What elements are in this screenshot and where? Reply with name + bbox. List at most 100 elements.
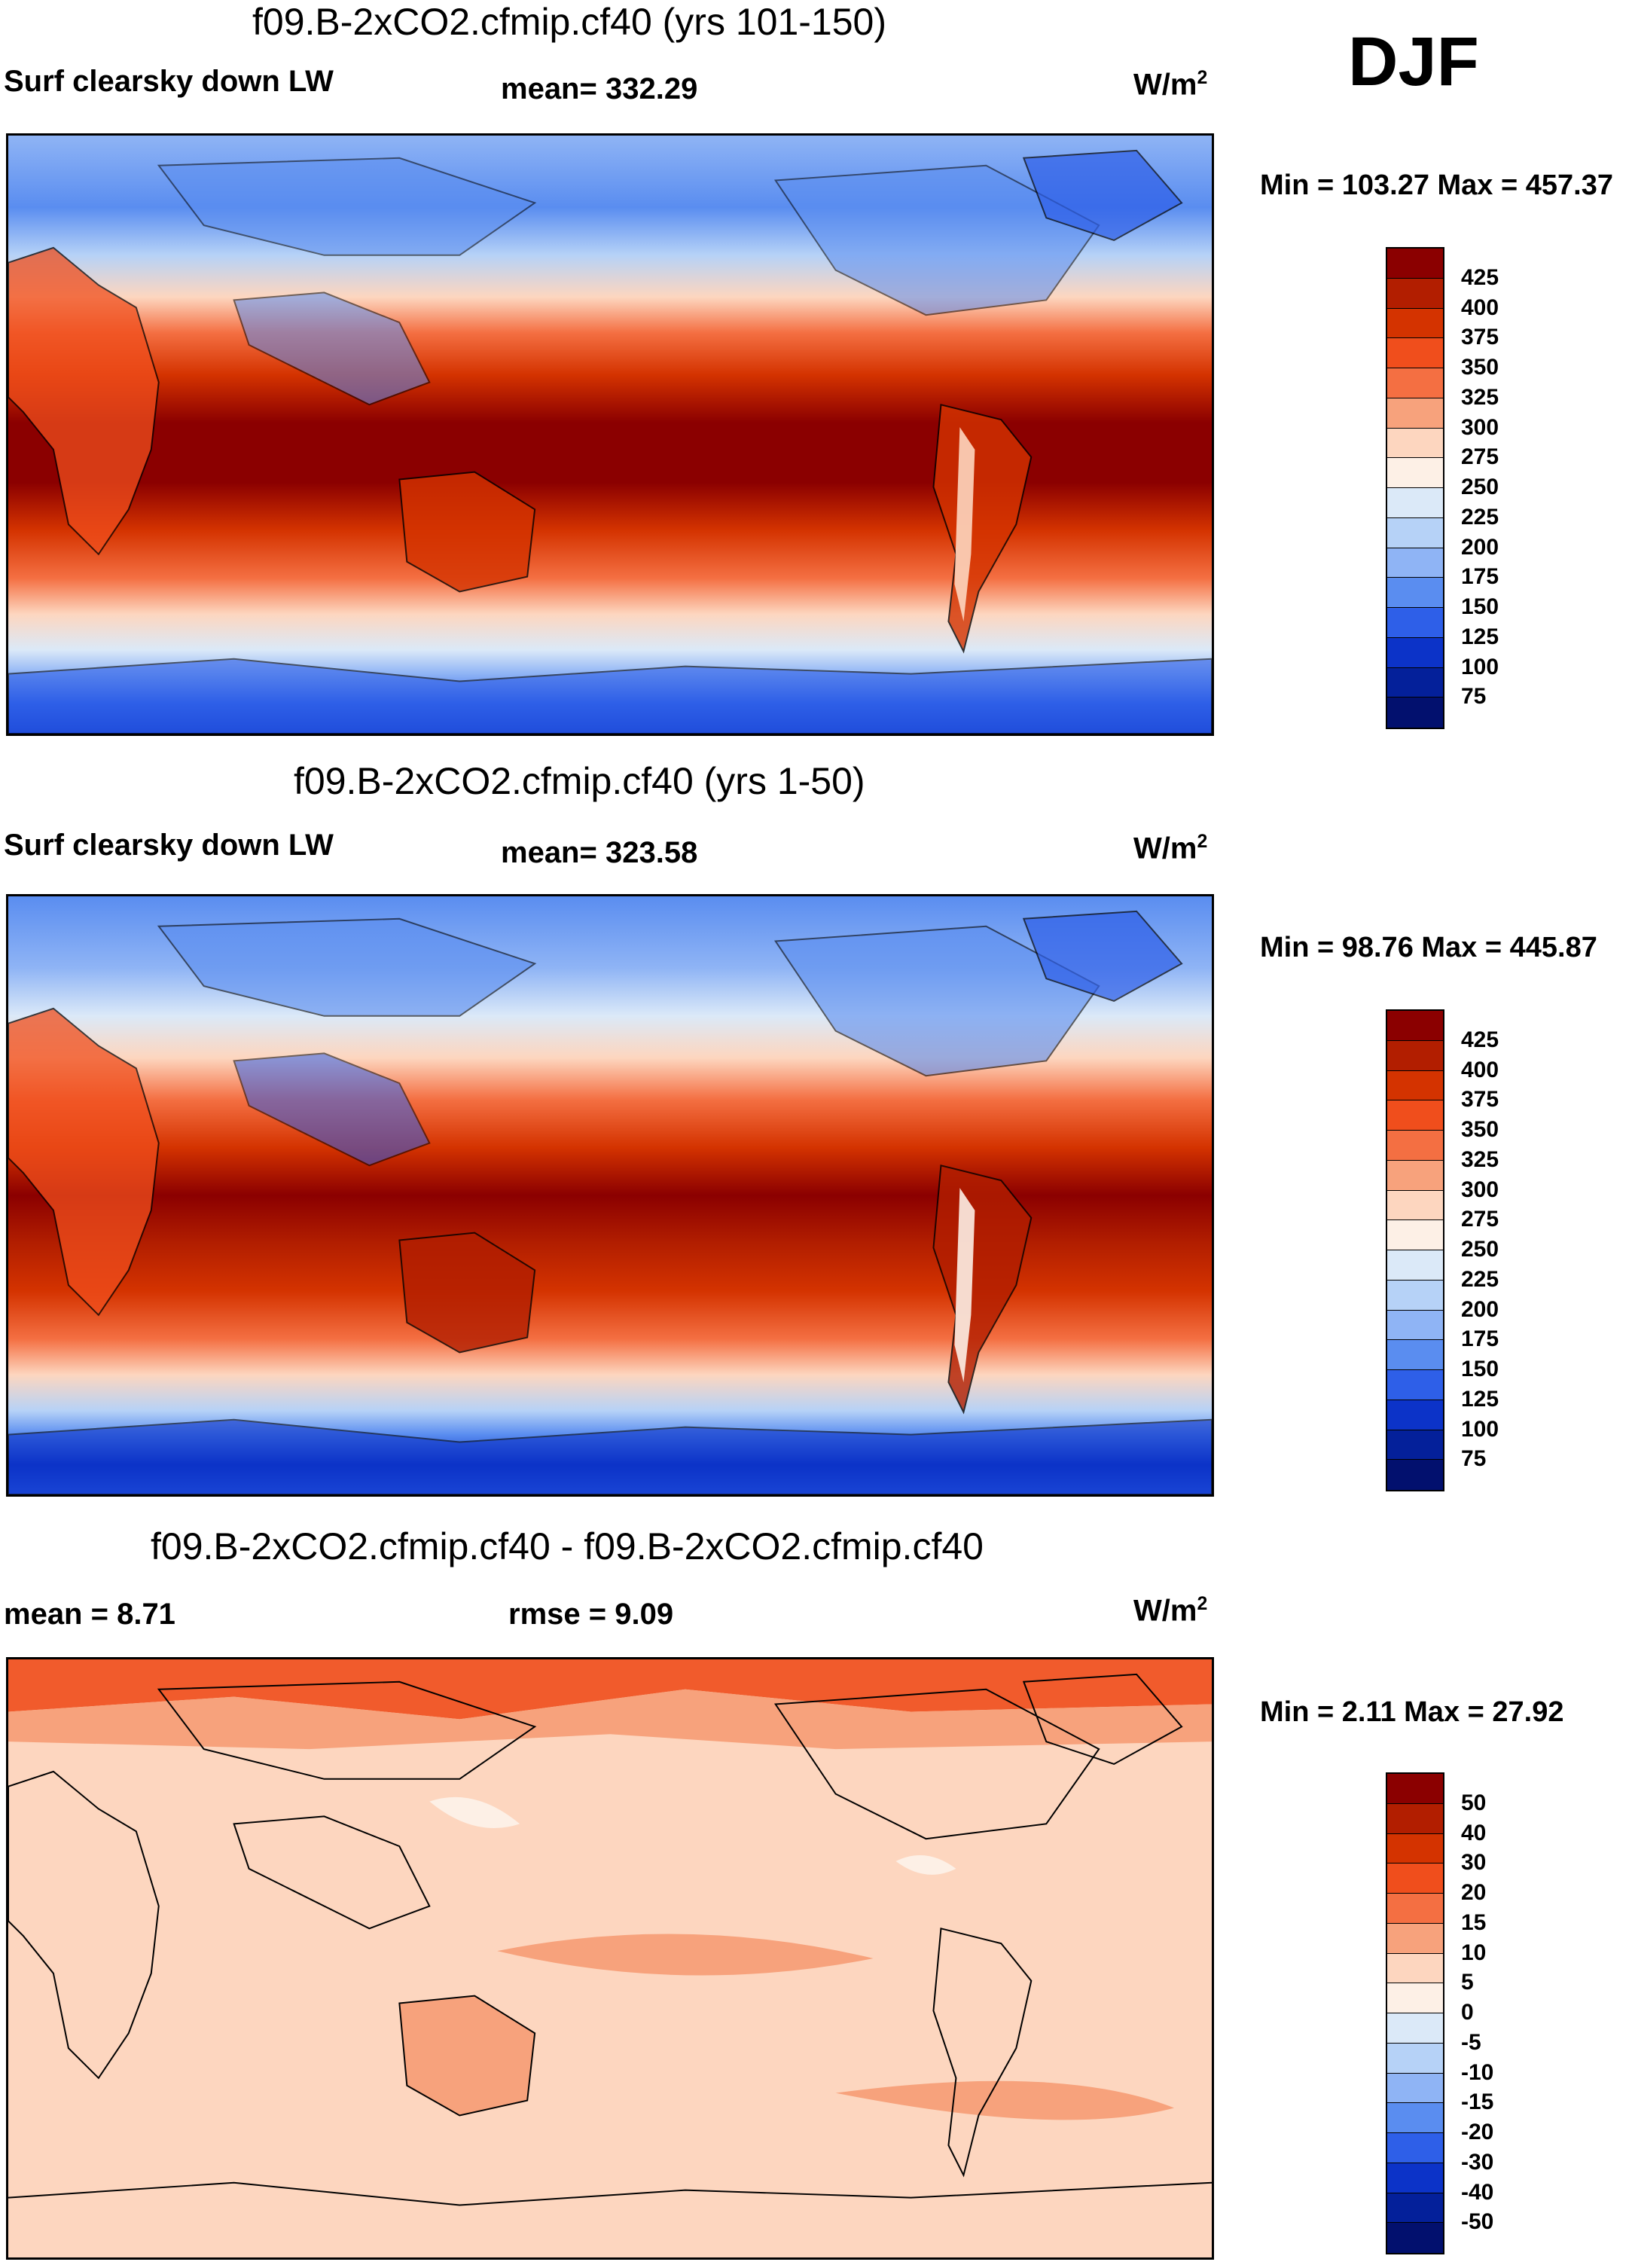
- colorbar-tick-label: 325: [1461, 384, 1499, 410]
- panel-1-map: [6, 133, 1214, 736]
- colorbar-box: [1387, 488, 1443, 518]
- colorbar-box: [1387, 1833, 1443, 1864]
- colorbar-box: [1387, 1220, 1443, 1250]
- colorbar-box: [1387, 1803, 1443, 1834]
- colorbar-tick-label: 0: [1461, 2000, 1474, 2025]
- colorbar-tick-label: -20: [1461, 2120, 1494, 2144]
- colorbar-tick-label: 100: [1461, 1416, 1499, 1442]
- colorbar-tick-label: 175: [1461, 564, 1499, 590]
- colorbar-tick-label: -40: [1461, 2179, 1494, 2205]
- colorbar-box: [1387, 2133, 1443, 2163]
- colorbar-tick-label: 275: [1461, 444, 1499, 470]
- colorbar-box: [1387, 278, 1443, 309]
- colorbar-tick-label: 300: [1461, 414, 1499, 440]
- colorbar-tick-label: -10: [1461, 2059, 1494, 2085]
- colorbar-tick-label: 175: [1461, 1326, 1499, 1352]
- colorbar-tick-label: 100: [1461, 654, 1499, 679]
- colorbar-tick-label: 30: [1461, 1850, 1487, 1876]
- panel-2-colorbar: [1386, 1009, 1444, 1491]
- colorbar-tick-label: 225: [1461, 1266, 1499, 1292]
- colorbar-box: [1387, 398, 1443, 429]
- colorbar-tick-label: 350: [1461, 1117, 1499, 1142]
- panel-3-map-svg: [8, 1659, 1212, 2257]
- colorbar-box: [1387, 338, 1443, 368]
- colorbar-tick-label: 425: [1461, 264, 1499, 290]
- colorbar-tick-label: 250: [1461, 1237, 1499, 1262]
- panel-3-minmax: Min = 2.11 Max = 27.92: [1260, 1696, 1564, 1728]
- colorbar-box: [1387, 1460, 1443, 1490]
- colorbar-tick-label: 75: [1461, 1446, 1487, 1472]
- colorbar-tick-label: 125: [1461, 624, 1499, 649]
- colorbar-box: [1387, 608, 1443, 638]
- colorbar-tick-label: 150: [1461, 1357, 1499, 1381]
- panel-3-title: f09.B-2xCO2.cfmip.cf40 - f09.B-2xCO2.cfm…: [151, 1525, 984, 1567]
- panel-2-map: [6, 894, 1214, 1497]
- colorbar-tick-label: 325: [1461, 1146, 1499, 1172]
- colorbar-box: [1387, 1070, 1443, 1101]
- colorbar-tick-label: 15: [1461, 1909, 1487, 1935]
- colorbar-tick-label: 400: [1461, 295, 1499, 320]
- colorbar-box: [1387, 458, 1443, 488]
- panel-1-units: W/m2: [1133, 68, 1208, 102]
- colorbar-tick-label: 125: [1461, 1386, 1499, 1412]
- colorbar-tick-label: 275: [1461, 1207, 1499, 1232]
- colorbar-box: [1387, 667, 1443, 698]
- panel-1-title: f09.B-2xCO2.cfmip.cf40 (yrs 101-150): [252, 1, 886, 43]
- colorbar-box: [1387, 1923, 1443, 1954]
- colorbar-tick-label: 20: [1461, 1880, 1487, 1905]
- colorbar-tick-label: -15: [1461, 2089, 1494, 2115]
- panel-2-mean-label: mean= 323.58: [501, 836, 698, 869]
- colorbar-tick-label: 50: [1461, 1790, 1487, 1815]
- colorbar-tick-label: 350: [1461, 355, 1499, 380]
- colorbar-box: [1387, 1864, 1443, 1894]
- colorbar-box: [1387, 1011, 1443, 1041]
- colorbar-tick-label: 40: [1461, 1820, 1487, 1845]
- colorbar-tick-label: 200: [1461, 1296, 1499, 1322]
- colorbar-box: [1387, 1131, 1443, 1161]
- colorbar-box: [1387, 1100, 1443, 1131]
- colorbar-tick-label: 375: [1461, 325, 1499, 350]
- colorbar-tick-label: 375: [1461, 1087, 1499, 1113]
- colorbar-tick-label: 200: [1461, 534, 1499, 560]
- colorbar-box: [1387, 697, 1443, 728]
- colorbar-box: [1387, 1280, 1443, 1311]
- colorbar-box: [1387, 2043, 1443, 2074]
- colorbar-box: [1387, 1160, 1443, 1191]
- colorbar-tick-label: 10: [1461, 1940, 1487, 1965]
- colorbar-box: [1387, 2163, 1443, 2193]
- colorbar-box: [1387, 1774, 1443, 1804]
- panel-1-colorbar: [1386, 247, 1444, 729]
- colorbar-box: [1387, 308, 1443, 339]
- colorbar-tick-label: -50: [1461, 2209, 1494, 2235]
- season-label: DJF: [1348, 23, 1479, 100]
- colorbar-box: [1387, 517, 1443, 548]
- panel-3-map: [6, 1657, 1214, 2260]
- colorbar-box: [1387, 1400, 1443, 1430]
- panel-3-units: W/m2: [1133, 1594, 1208, 1628]
- colorbar-box: [1387, 1340, 1443, 1370]
- colorbar-tick-label: 5: [1461, 1970, 1474, 1995]
- panel-2-minmax: Min = 98.76 Max = 445.87: [1260, 932, 1597, 963]
- colorbar-box: [1387, 1983, 1443, 2013]
- colorbar-box: [1387, 1430, 1443, 1461]
- panel-2-map-svg: [8, 896, 1212, 1494]
- panel-1-variable-label: Surf clearsky down LW: [4, 65, 334, 98]
- panel-1-mean-label: mean= 332.29: [501, 72, 698, 105]
- panel-1-map-svg: [8, 136, 1212, 734]
- colorbar-box: [1387, 1953, 1443, 1984]
- colorbar-box: [1387, 1894, 1443, 1924]
- colorbar-box: [1387, 249, 1443, 279]
- colorbar-box: [1387, 1040, 1443, 1071]
- colorbar-tick-label: -30: [1461, 2149, 1494, 2175]
- colorbar-tick-label: 75: [1461, 684, 1487, 710]
- colorbar-tick-label: 400: [1461, 1057, 1499, 1082]
- colorbar-tick-label: 225: [1461, 504, 1499, 530]
- colorbar-box: [1387, 2103, 1443, 2133]
- colorbar-box: [1387, 2013, 1443, 2044]
- colorbar-box: [1387, 1370, 1443, 1400]
- panel-2-title: f09.B-2xCO2.cfmip.cf40 (yrs 1-50): [294, 760, 865, 802]
- colorbar-box: [1387, 548, 1443, 578]
- panel-1-minmax: Min = 103.27 Max = 457.37: [1260, 169, 1613, 201]
- colorbar-box: [1387, 1310, 1443, 1341]
- colorbar-tick-label: 150: [1461, 594, 1499, 619]
